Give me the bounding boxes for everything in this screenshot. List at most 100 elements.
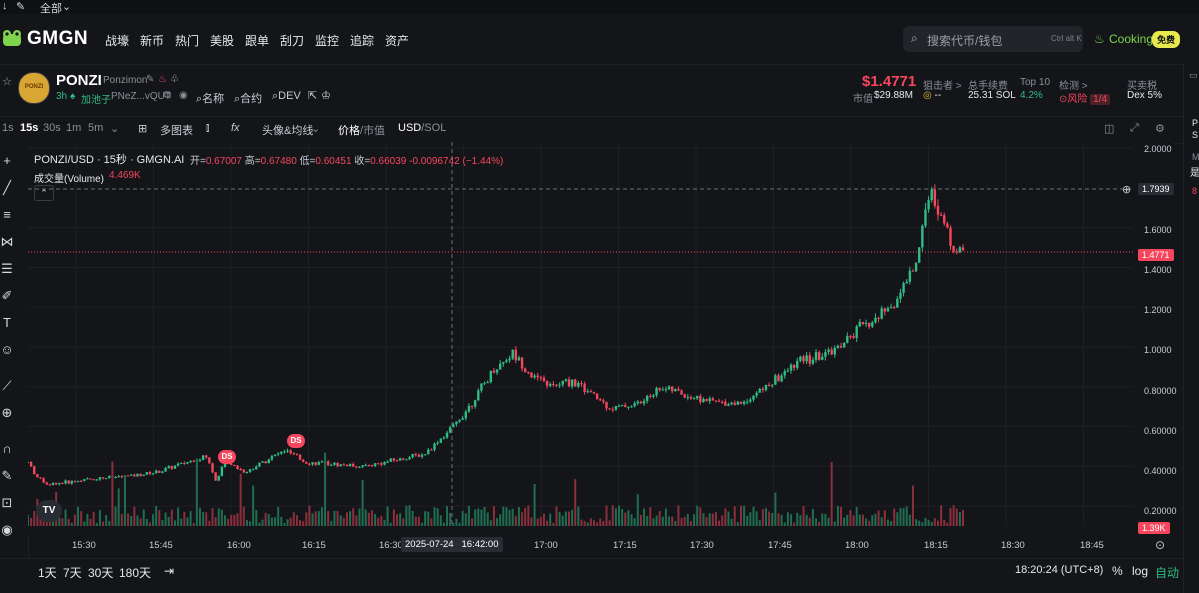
range-30d[interactable]: 30天	[88, 566, 114, 580]
volume-bar	[868, 520, 871, 526]
magnet-icon[interactable]: ∩	[2, 441, 12, 456]
chevron-down-icon[interactable]: ⌄	[110, 123, 120, 135]
cooking-button[interactable]: Cooking	[1109, 32, 1154, 46]
down-arrow-icon[interactable]: ↓	[2, 0, 8, 12]
nav-item[interactable]: 热门	[175, 34, 200, 48]
price-chart[interactable]	[26, 142, 1174, 536]
interval-15s[interactable]: 15s	[20, 122, 39, 134]
plus-square-icon[interactable]: ⊞	[138, 123, 148, 135]
trendline-icon[interactable]: ╱	[3, 180, 11, 195]
volume-bar	[799, 515, 802, 526]
interval-1s[interactable]: 1s	[2, 122, 14, 134]
share-icon[interactable]: ⇱	[308, 90, 318, 102]
candle-body	[167, 466, 170, 469]
horizontal-lines-icon[interactable]: ≡	[3, 207, 11, 222]
contract-search-link[interactable]: ⌕合约	[234, 93, 263, 105]
nav-item[interactable]: 刮刀	[280, 34, 305, 48]
time-tick: 18:00	[845, 540, 869, 551]
search-input[interactable]: ⌕ 搜索代币/钱包 Ctrl alt K	[903, 26, 1083, 52]
candle-body	[505, 360, 508, 362]
chevron-down-icon[interactable]: ⌄	[62, 1, 72, 13]
dev-search-link[interactable]: ⌕DEV	[272, 90, 301, 102]
expand-icon[interactable]: ⤢	[1130, 122, 1139, 134]
candle-body	[258, 462, 261, 467]
candle-body	[495, 369, 499, 373]
fx-icon[interactable]: fx	[231, 122, 240, 134]
candle-body	[314, 462, 317, 465]
filter-all[interactable]: 全部	[40, 3, 62, 15]
text-icon[interactable]: T	[3, 315, 11, 330]
brush-icon[interactable]: ✐	[1, 288, 13, 303]
candle-body	[943, 215, 946, 224]
ds-marker[interactable]: DS	[218, 450, 236, 464]
volume-value: 4.469K	[109, 170, 141, 181]
pencil-lock-icon[interactable]: ✎	[1, 468, 13, 483]
chart-svg[interactable]	[26, 142, 1174, 536]
edit-icon[interactable]: ✎	[146, 74, 155, 85]
lock-icon[interactable]: ⊡	[1, 495, 13, 510]
tradingview-logo[interactable]: TV	[36, 500, 62, 522]
volume-bar	[555, 506, 558, 526]
nav-item[interactable]: 追踪	[350, 34, 375, 48]
candle-body	[417, 454, 421, 457]
candle-body	[317, 462, 321, 465]
zoom-in-icon[interactable]: ⊕	[1, 405, 13, 420]
percent-toggle[interactable]: %	[1112, 564, 1123, 578]
range-180d[interactable]: 180天	[119, 566, 152, 580]
nav-item[interactable]: 监控	[315, 34, 340, 48]
copy-icon[interactable]: ⧉	[164, 90, 172, 101]
candle-body	[145, 472, 149, 475]
volume-bar	[367, 512, 370, 526]
range-7d[interactable]: 7天	[63, 566, 82, 580]
volume-bar	[489, 520, 492, 526]
add-alert-icon[interactable]: ⊕	[1122, 184, 1132, 196]
candle-body	[311, 462, 314, 465]
indicators-dropdown[interactable]: 头像&均线	[262, 125, 314, 137]
candles-icon[interactable]: ⫾	[206, 122, 210, 134]
interval-5m[interactable]: 5m	[88, 122, 104, 134]
volume-bar	[317, 511, 320, 526]
emoji-icon[interactable]: ☺	[0, 342, 14, 357]
collapse-icon[interactable]: ⌃	[34, 185, 54, 201]
volume-bar	[743, 505, 746, 526]
usd-sol-toggle[interactable]: USD/SOL	[398, 122, 447, 134]
snipers-label[interactable]: 狙击者 >	[923, 81, 962, 92]
pencil-slash-icon[interactable]: ✎	[16, 1, 26, 13]
crown-icon[interactable]: ♔	[321, 90, 331, 102]
nav-item[interactable]: 战壕	[105, 34, 130, 48]
camera-icon[interactable]: ◫	[1104, 123, 1115, 135]
interval-1m[interactable]: 1m	[66, 122, 82, 134]
ruler-icon[interactable]: ⟋	[2, 378, 12, 393]
settings-icon[interactable]: ⚙	[1155, 123, 1165, 135]
nav-item[interactable]: 美股	[210, 34, 235, 48]
nav-item[interactable]: 新币	[140, 34, 165, 48]
candle-body	[433, 443, 436, 450]
nav-item[interactable]: 资产	[385, 34, 410, 48]
detect-label[interactable]: 检测 >	[1059, 81, 1088, 92]
circle-icon[interactable]: ◉	[179, 90, 188, 101]
auto-toggle[interactable]: 自动	[1155, 566, 1180, 580]
log-toggle[interactable]: log	[1132, 564, 1149, 578]
right-panel	[1183, 64, 1199, 593]
volume-bar	[496, 518, 499, 526]
multi-chart-button[interactable]: 多图表	[160, 125, 193, 137]
star-icon[interactable]: ☆	[2, 76, 12, 88]
interval-30s[interactable]: 30s	[43, 122, 61, 134]
settings-icon[interactable]: ⊙	[1155, 538, 1166, 552]
ds-marker[interactable]: DS	[287, 434, 305, 448]
price-mcap-toggle[interactable]: 价格/市值	[338, 125, 386, 137]
clock-time[interactable]: 18:20:24 (UTC+8)	[1015, 564, 1104, 576]
chevron-down-icon[interactable]: ⌄	[311, 123, 321, 135]
nav-item[interactable]: 跟单	[245, 34, 270, 48]
free-badge: 免费	[1152, 31, 1181, 48]
pattern-icon[interactable]: ⋈	[0, 234, 14, 249]
eye-icon[interactable]: ◉	[1, 522, 13, 537]
brand-name[interactable]: GMGN	[27, 28, 89, 49]
crosshair-icon[interactable]: +	[3, 153, 11, 168]
name-search-link[interactable]: ⌕名称	[196, 93, 225, 105]
contract-address[interactable]: PNeZ...vQUT	[111, 91, 172, 102]
range-1d[interactable]: 1天	[38, 566, 57, 580]
collapse-panel-icon[interactable]: ▭	[1189, 70, 1198, 80]
fib-icon[interactable]: ☰	[1, 261, 13, 276]
calendar-goto-icon[interactable]: ⇥	[164, 564, 175, 578]
